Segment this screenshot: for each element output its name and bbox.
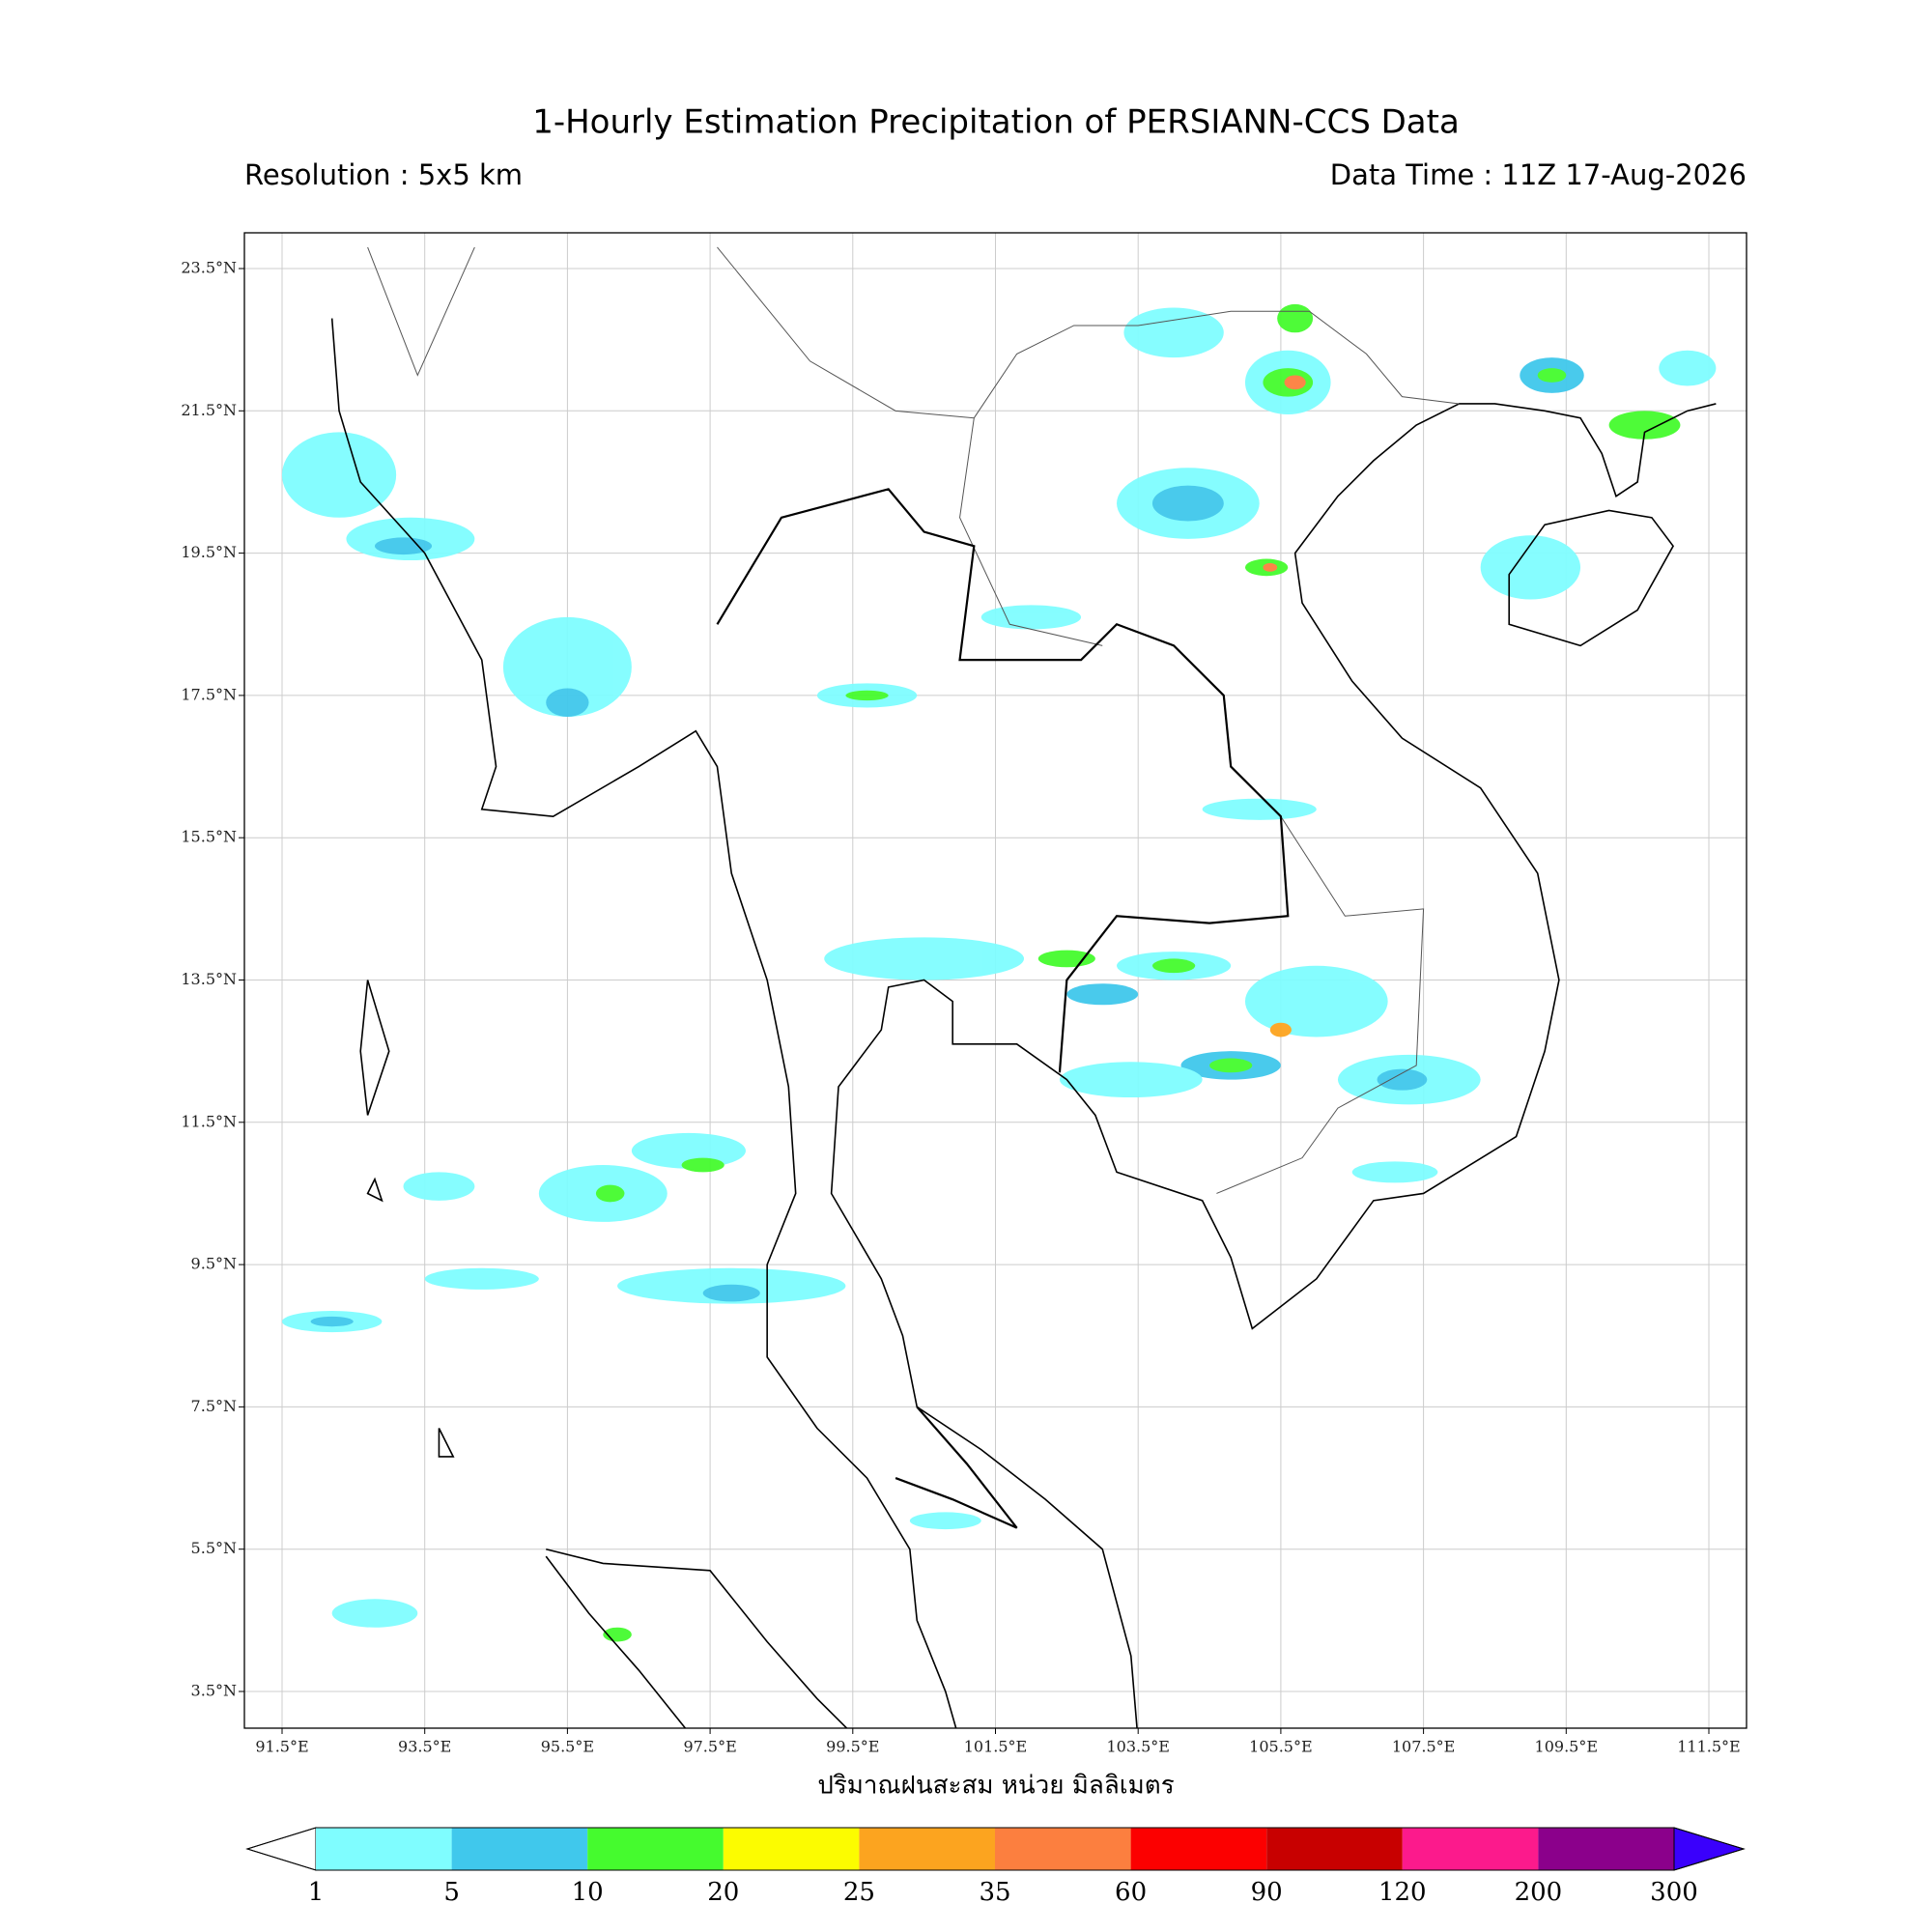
colorbar-segment: [316, 1828, 452, 1870]
x-tick-label: 111.5°E: [1677, 1738, 1740, 1756]
colorbar-segment: [723, 1828, 860, 1870]
x-tick-label: 91.5°E: [255, 1738, 308, 1756]
y-tick-label: 7.5°N: [191, 1397, 237, 1415]
x-tick-label: 97.5°E: [683, 1738, 736, 1756]
y-tick-label: 9.5°N: [191, 1255, 237, 1273]
colorbar-label: 20: [707, 1878, 739, 1907]
y-tick-label: 3.5°N: [191, 1682, 237, 1700]
y-tick-label: 21.5°N: [181, 401, 237, 419]
colorbar-segment: [859, 1828, 995, 1870]
graticule: [244, 233, 1747, 1728]
colorbar-label: 300: [1650, 1878, 1698, 1907]
country-border: [368, 247, 1460, 1194]
geo: [282, 247, 1716, 1742]
y-tick-label: 13.5°N: [181, 970, 237, 988]
colorbar-label: 35: [979, 1878, 1010, 1907]
colorbar-segment: [1402, 1828, 1539, 1870]
coastline: [332, 319, 1717, 1742]
map-layer: [282, 247, 1716, 1742]
x-tick-label: 93.5°E: [398, 1738, 451, 1756]
colorbar-label: 120: [1378, 1878, 1427, 1907]
y-tick-label: 17.5°N: [181, 685, 237, 703]
colorbar-label: 60: [1115, 1878, 1147, 1907]
colorbar-segment: [995, 1828, 1131, 1870]
colorbar-label: 90: [1251, 1878, 1283, 1907]
y-tick-label: 19.5°N: [181, 543, 237, 561]
colorbar-under: [245, 1827, 317, 1871]
x-tick-label: 99.5°E: [826, 1738, 879, 1756]
colorbar-label: 25: [843, 1878, 875, 1907]
title: 1-Hourly Estimation Precipitation of PER…: [532, 103, 1460, 142]
y-tick-label: 23.5°N: [181, 259, 237, 277]
colorbar-label: 1: [308, 1878, 325, 1907]
colorbar-segment: [451, 1828, 588, 1870]
subtitle-right: Data Time : 11Z 17-Aug-2026: [1330, 158, 1747, 191]
x-tick-label: 103.5°E: [1106, 1738, 1169, 1756]
colorbar-segment: [587, 1828, 724, 1870]
colorbar-label: 5: [443, 1878, 460, 1907]
x-tick-label: 109.5°E: [1535, 1738, 1598, 1756]
x-tick-label: 107.5°E: [1392, 1738, 1455, 1756]
y-tick-label: 5.5°N: [191, 1539, 237, 1557]
colorbar: 1 5 10 20 25 35 60 90 120 200 300: [245, 1827, 1746, 1907]
colorbar-segment: [1538, 1828, 1674, 1870]
colorbar-segment: [1266, 1828, 1403, 1870]
thailand-border: [717, 489, 1288, 1527]
x-axis-label: ปริมาณฝนสะสม หน่วย มิลลิเมตร: [817, 1772, 1174, 1801]
y-tick-label: 11.5°N: [181, 1112, 237, 1130]
subtitle-left: Resolution : 5x5 km: [244, 158, 523, 191]
colorbar-label: 200: [1515, 1878, 1563, 1907]
colorbar-over: [1673, 1827, 1746, 1871]
x-tick-label: 105.5°E: [1249, 1738, 1312, 1756]
colorbar-outline: [245, 1827, 1746, 1871]
x-tick-label: 95.5°E: [541, 1738, 594, 1756]
x-tick-label: 101.5°E: [964, 1738, 1027, 1756]
colorbar-label: 10: [572, 1878, 604, 1907]
rain-cells: [281, 303, 1717, 1642]
y-tick-label: 15.5°N: [181, 828, 237, 846]
colorbar-segment: [1130, 1828, 1267, 1870]
